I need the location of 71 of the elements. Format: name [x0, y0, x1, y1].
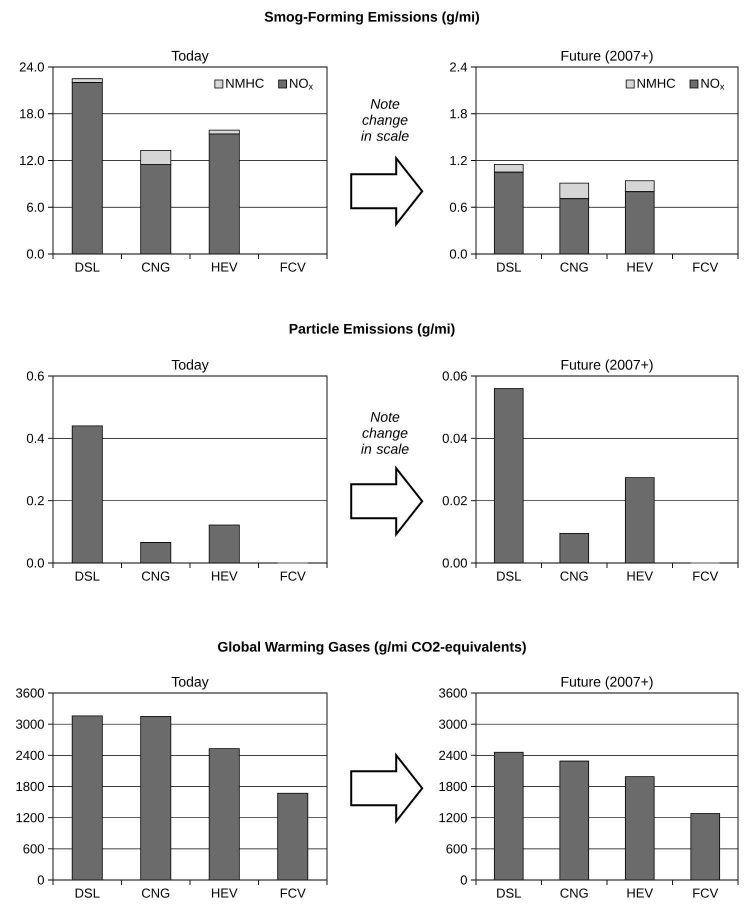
y-tick-label: 3600	[16, 688, 44, 698]
y-tick-label: 0.04	[442, 434, 468, 443]
y-tick-label: 0	[38, 875, 44, 885]
legend-label: NO$_{x}$	[701, 78, 724, 90]
chart-subtitle: Future (2007+)	[562, 50, 653, 64]
legend-label: NMHC	[226, 78, 264, 88]
y-tick-label: 0	[460, 875, 467, 885]
x-tick-label: HEV	[212, 888, 238, 898]
y-tick-label: 0.6	[26, 371, 44, 381]
x-tick-label: CNG	[560, 262, 588, 272]
y-tick-label: 1.8	[450, 109, 467, 118]
y-tick-label: 1200	[16, 813, 44, 822]
x-tick-label: FCV	[280, 888, 306, 898]
x-tick-label: CNG	[560, 572, 588, 581]
y-tick-label: 1.2	[450, 156, 467, 166]
y-tick-label: 0.6	[450, 202, 467, 212]
text: Note change in scale	[361, 99, 409, 141]
x-tick-label: DSL	[76, 262, 100, 272]
x-tick-label: HEV	[627, 262, 654, 272]
x-tick-label: FCV	[693, 572, 718, 581]
legend-label: NMHC	[638, 78, 676, 88]
y-tick-label: 1800	[16, 782, 44, 792]
y-tick-label: 1200	[440, 813, 467, 822]
y-tick-label: 0.06	[442, 371, 467, 381]
x-tick-label: HEV	[627, 572, 654, 580]
chart-subtitle: Today	[172, 50, 209, 64]
y-tick-label: 1800	[440, 782, 467, 792]
x-tick-label: DSL	[76, 572, 100, 581]
y-tick-label: 600	[446, 844, 467, 854]
y-tick-label: 2400	[16, 750, 44, 760]
chart-subtitle: Future (2007+)	[562, 676, 653, 690]
x-tick-label: CNG	[142, 888, 170, 898]
y-tick-label: 0.0	[26, 249, 44, 259]
x-tick-label: CNG	[560, 888, 588, 898]
x-tick-label: HEV	[212, 262, 238, 272]
x-tick-label: DSL	[76, 888, 100, 898]
legend-label: NO$_{x}$	[290, 78, 313, 90]
chart-subtitle: Future (2007+)	[562, 359, 653, 372]
x-tick-label: HEV	[212, 572, 238, 580]
y-tick-label: 0.02	[442, 496, 467, 506]
y-tick-label: 0.4	[26, 434, 44, 443]
chart-subtitle: Today	[172, 359, 209, 372]
x-tick-label: DSL	[497, 262, 521, 272]
y-tick-label: 0.0	[26, 558, 44, 568]
text: Smog-Forming Emissions (g/mi)	[264, 11, 480, 25]
y-tick-label: 3600	[439, 688, 467, 698]
x-tick-label: DSL	[497, 572, 521, 581]
y-tick-label: 2.4	[450, 62, 468, 72]
text: Note change in scale	[361, 412, 409, 454]
text: Global Warming Gases (g/mi CO2-equivalents)	[218, 641, 526, 655]
y-tick-label: 600	[23, 844, 44, 854]
y-tick-label: 24.0	[20, 62, 44, 72]
y-tick-label: 2400	[439, 750, 467, 760]
x-tick-label: DSL	[497, 888, 521, 898]
y-tick-label: 3000	[16, 720, 44, 729]
y-tick-label: 0.2	[26, 496, 44, 506]
y-tick-label: 3000	[439, 720, 467, 729]
y-tick-label: 18.0	[20, 109, 44, 118]
y-tick-label: 6.0	[27, 202, 44, 212]
text: Particle Emissions (g/mi)	[290, 323, 455, 337]
chart-subtitle: Today	[172, 676, 209, 690]
y-tick-label: 0.00	[442, 558, 467, 568]
x-tick-label: CNG	[142, 572, 170, 581]
x-tick-label: FCV	[693, 888, 718, 898]
y-tick-label: 0.0	[450, 249, 467, 259]
x-tick-label: FCV	[693, 262, 718, 272]
x-tick-label: CNG	[142, 262, 170, 272]
x-tick-label: HEV	[627, 888, 654, 898]
y-tick-label: 12.0	[20, 156, 44, 166]
x-tick-label: FCV	[280, 262, 306, 272]
x-tick-label: FCV	[280, 572, 306, 581]
